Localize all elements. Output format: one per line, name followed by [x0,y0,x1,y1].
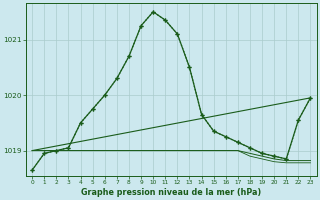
X-axis label: Graphe pression niveau de la mer (hPa): Graphe pression niveau de la mer (hPa) [81,188,261,197]
